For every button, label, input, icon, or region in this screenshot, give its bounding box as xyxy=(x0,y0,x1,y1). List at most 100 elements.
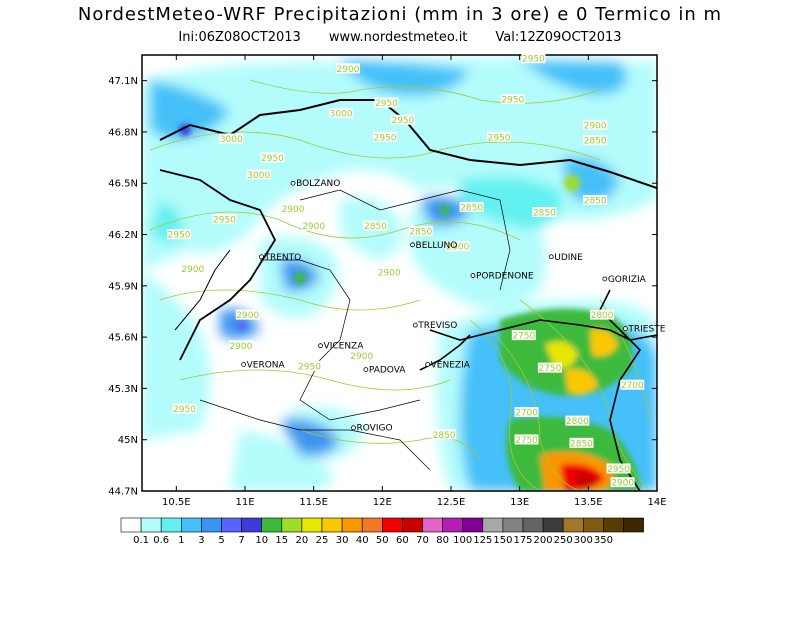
legend-label: 175 xyxy=(513,535,532,546)
iso-label: 2700 xyxy=(515,409,538,419)
iso-label: 2850 xyxy=(584,137,607,147)
iso-label-bg xyxy=(377,266,402,277)
iso-label-bg xyxy=(228,340,253,351)
iso-label-bg xyxy=(281,203,306,214)
legend-label: 300 xyxy=(574,535,593,546)
legend-swatch xyxy=(361,517,383,533)
iso-label-bg xyxy=(172,403,197,414)
iso-label-bg xyxy=(445,241,470,252)
city-label: GORIZIA xyxy=(608,275,647,285)
color-legend: 0.1 0.6 1 3 5 7 10 15 20 25 30 40 50 60 70 80 100 125 150 1… xyxy=(120,517,644,546)
iso-label: 2800 xyxy=(566,417,589,427)
city-markers: BOLZANO TRENTO BELLUNO UDINE GORIZIA PORDENON… xyxy=(241,179,666,434)
iso-label-bg xyxy=(511,330,536,341)
legend-label: 30 xyxy=(336,535,349,546)
freezing-level-labels: 2950 2900 2950 3000 2950 2950 3000 2950 3000 2950… xyxy=(167,53,645,489)
city-marker xyxy=(410,242,415,248)
iso-label: 2900 xyxy=(378,268,401,278)
legend-swatch xyxy=(140,517,162,533)
iso-label: 2950 xyxy=(607,465,630,475)
lat-tick-label: 46.2N xyxy=(108,230,138,241)
legend-label: 7 xyxy=(238,535,244,546)
iso-label-bg xyxy=(363,220,388,231)
iso-label: 2950 xyxy=(213,215,236,225)
legend-label: 10 xyxy=(255,535,268,546)
iso-label-bg xyxy=(459,201,484,212)
city-marker xyxy=(290,180,296,186)
iso-label: 2750 xyxy=(538,364,561,374)
lat-tick-label: 45N xyxy=(118,435,138,446)
legend-label: 125 xyxy=(473,535,492,546)
iso-label: 2950 xyxy=(298,362,321,372)
iso-label-bg xyxy=(390,114,415,125)
iso-label: 2900 xyxy=(584,121,607,131)
lat-tick-label: 46.5N xyxy=(108,179,138,190)
iso-label: 2850 xyxy=(364,222,387,232)
iso-label-bg xyxy=(500,94,525,105)
legend-label: 150 xyxy=(493,535,512,546)
lat-tick-label: 45.3N xyxy=(108,384,138,395)
iso-label: 2750 xyxy=(515,436,538,446)
city-marker xyxy=(548,254,554,260)
legend-swatch xyxy=(160,517,182,533)
iso-label-bg xyxy=(583,135,608,146)
city-marker xyxy=(623,326,628,331)
legend-label: 40 xyxy=(356,535,369,546)
iso-label: 2950 xyxy=(375,99,398,109)
city-marker xyxy=(412,322,418,328)
iso-label-bg xyxy=(610,477,635,488)
legend-label: 80 xyxy=(436,535,449,546)
legend-swatch xyxy=(522,517,544,533)
city-label: TREVISO xyxy=(417,321,457,331)
chart-subtitle: Ini:06Z08OCT2013 www.nordestmeteo.it Val:1… xyxy=(0,30,800,45)
lat-tick-label: 44.7N xyxy=(108,487,138,498)
city-marker xyxy=(470,273,476,278)
iso-label-bg xyxy=(260,152,285,163)
legend-swatch xyxy=(482,517,504,533)
city-label: BELLUNO xyxy=(416,241,458,251)
iso-label-bg xyxy=(329,107,354,118)
axis-ticks: 10.5E 11E 11.5E 12E 12.5E 13E 13.5E 14E 44.7N 45N… xyxy=(108,55,667,508)
iso-label: 2950 xyxy=(501,96,524,106)
iso-label: 2950 xyxy=(168,231,191,241)
city-label: VICENZA xyxy=(324,342,365,352)
iso-label: 2850 xyxy=(584,197,607,207)
iso-label: 2950 xyxy=(391,116,414,126)
iso-label: 2950 xyxy=(173,405,196,415)
iso-label: 2850 xyxy=(409,227,432,237)
legend-label: 25 xyxy=(316,535,329,546)
iso-label-bg xyxy=(374,97,399,108)
lon-tick-label: 12.5E xyxy=(437,497,466,508)
iso-label: 3000 xyxy=(220,135,243,145)
lon-tick-label: 13E xyxy=(510,497,529,508)
iso-label-bg xyxy=(373,131,398,142)
iso-label-bg xyxy=(590,309,615,320)
iso-label: 2900 xyxy=(181,265,204,275)
iso-label-bg xyxy=(167,229,192,240)
iso-label-bg xyxy=(408,225,433,236)
iso-label-bg xyxy=(487,131,512,142)
iso-label: 2900 xyxy=(282,205,305,215)
lon-tick-label: 11.5E xyxy=(299,497,328,508)
city-label: VENEZIA xyxy=(431,360,471,370)
website[interactable]: www.nordestmeteo.it xyxy=(328,30,468,45)
legend-label: 200 xyxy=(534,535,553,546)
legend-label: 250 xyxy=(554,535,573,546)
lat-tick-label: 47.1N xyxy=(108,76,138,87)
city-marker xyxy=(363,367,369,373)
legend-swatch xyxy=(542,517,564,533)
legend-label: 0.1 xyxy=(133,535,149,546)
legend-swatch xyxy=(422,517,443,533)
lat-tick-label: 45.6N xyxy=(108,333,138,344)
lon-tick-label: 12E xyxy=(373,497,392,508)
iso-label: 2900 xyxy=(350,352,373,362)
iso-label: 2750 xyxy=(512,332,535,342)
iso-label: 2950 xyxy=(374,133,397,143)
iso-label: 2900 xyxy=(236,311,259,321)
iso-label-bg xyxy=(297,360,322,371)
iso-label-bg xyxy=(569,437,594,448)
lon-tick-label: 14E xyxy=(647,497,666,508)
iso-label-bg xyxy=(537,362,562,373)
city-label: TRENTO xyxy=(263,253,301,263)
city-marker xyxy=(425,362,431,367)
